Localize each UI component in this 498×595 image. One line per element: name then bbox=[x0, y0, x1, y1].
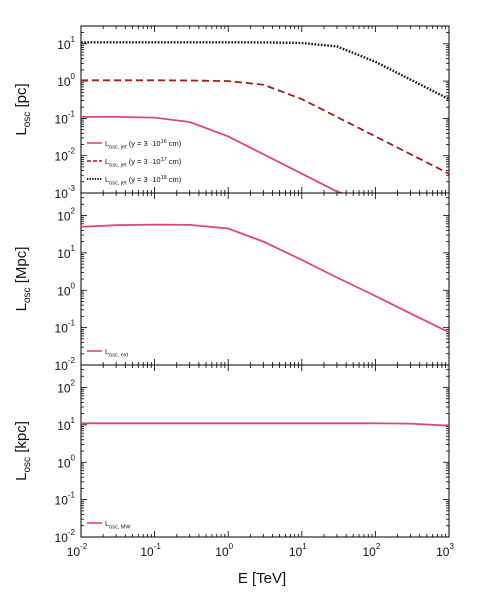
y-axis-label: Losc [kpc] bbox=[13, 421, 33, 481]
series-line-1 bbox=[81, 116, 343, 193]
panel-3: 10-2 10-1 100 101 102 10-2 10-1 100 101 102 103 Los… bbox=[13, 364, 454, 587]
legend-entry: Losc, jet (y = 3 ·1016 cm) bbox=[105, 139, 182, 151]
y-tick-label: 100 bbox=[57, 281, 75, 298]
y-tick-label: 10-1 bbox=[55, 109, 76, 126]
x-tick-label: 103 bbox=[436, 542, 454, 559]
y-tick-label: 10-2 bbox=[55, 528, 76, 545]
x-tick-label: 101 bbox=[289, 542, 307, 559]
x-tick-label: 10-2 bbox=[67, 542, 88, 559]
y-tick-label: 100 bbox=[57, 72, 75, 89]
series-line-3 bbox=[81, 41, 449, 101]
y-tick-label: 101 bbox=[57, 416, 75, 433]
series-line-1 bbox=[81, 223, 449, 334]
x-tick-label: 10-1 bbox=[140, 542, 161, 559]
series-line-2 bbox=[81, 79, 449, 175]
y-tick-label: 10-3 bbox=[55, 184, 76, 201]
y-tick-label: 102 bbox=[57, 379, 75, 396]
legend-entry: Losc, jet (y = 3 ·1018 cm) bbox=[105, 175, 182, 187]
x-tick-label: 100 bbox=[215, 542, 233, 559]
series-line-1 bbox=[81, 422, 449, 427]
y-tick-label: 102 bbox=[57, 207, 75, 224]
panel-2: 10-2 10-1 100 101 102 Losc [Mpc] Losc, ext bbox=[13, 192, 450, 373]
x-tick-label: 102 bbox=[362, 542, 380, 559]
y-tick-label: 101 bbox=[57, 35, 75, 52]
x-axis-label: E [TeV] bbox=[238, 570, 286, 587]
y-tick-label: 101 bbox=[57, 244, 75, 261]
legend-entry: Losc, ext bbox=[105, 347, 129, 359]
y-tick-label: 10-2 bbox=[55, 356, 76, 373]
y-tick-label: 10-1 bbox=[55, 319, 76, 336]
legend-entry: Losc, MW bbox=[105, 519, 131, 531]
panel-1: 10-3 10-2 10-1 100 101 Losc [pc] Losc, jet (y … bbox=[13, 25, 450, 201]
plot-frame bbox=[80, 25, 450, 194]
y-axis-label: Losc [pc] bbox=[13, 83, 33, 135]
plot-frame bbox=[80, 364, 450, 538]
y-tick-label: 100 bbox=[57, 453, 75, 470]
legend-entry: Losc, jet (y = 3 ·1017 cm) bbox=[105, 157, 182, 169]
plot-frame bbox=[80, 192, 450, 366]
y-tick-label: 10-2 bbox=[55, 147, 76, 164]
y-axis-label: Losc [Mpc] bbox=[13, 247, 33, 312]
y-tick-label: 10-1 bbox=[55, 491, 76, 508]
